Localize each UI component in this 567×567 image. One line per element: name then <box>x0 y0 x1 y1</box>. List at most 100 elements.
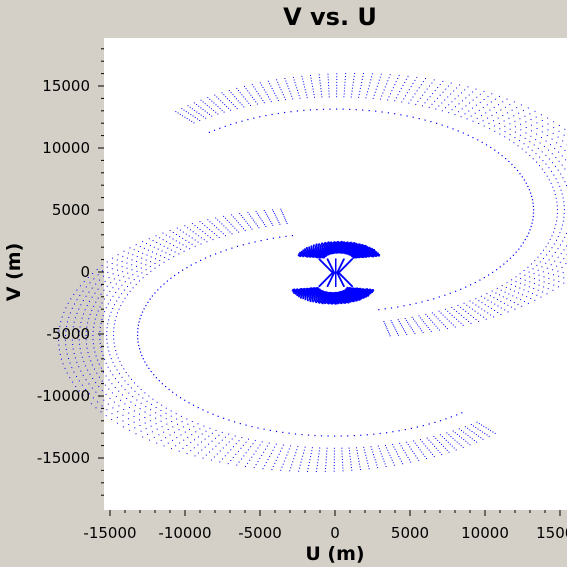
data-point <box>287 85 289 87</box>
data-point <box>332 252 334 254</box>
data-point <box>113 334 114 336</box>
data-point <box>98 363 100 365</box>
data-point <box>305 91 307 93</box>
data-point <box>509 257 511 259</box>
data-point <box>552 289 554 291</box>
data-point <box>108 319 110 321</box>
data-point <box>163 245 165 247</box>
data-point <box>340 295 342 298</box>
data-point <box>230 123 232 126</box>
data-point <box>562 220 564 222</box>
data-point <box>476 421 478 423</box>
data-point <box>430 441 432 443</box>
data-point <box>154 292 156 294</box>
data-point <box>483 277 485 279</box>
data-point <box>281 91 283 93</box>
data-point <box>532 268 534 270</box>
data-point <box>278 222 280 223</box>
data-point <box>209 98 211 100</box>
data-point <box>290 467 292 469</box>
data-point <box>344 244 346 247</box>
data-point <box>470 314 472 316</box>
data-point <box>557 286 559 288</box>
data-point <box>371 251 374 254</box>
data-point <box>300 254 303 257</box>
data-point <box>493 125 495 127</box>
data-point <box>282 214 284 215</box>
data-point <box>548 277 550 279</box>
data-point <box>206 227 208 229</box>
data-point <box>232 457 234 458</box>
data-point <box>340 435 342 437</box>
data-point <box>89 282 91 284</box>
data-point <box>397 334 399 336</box>
data-point <box>348 447 350 449</box>
data-point <box>551 138 553 140</box>
data-point <box>400 324 402 326</box>
data-point <box>101 302 103 304</box>
data-point <box>182 115 184 117</box>
data-point <box>558 125 560 126</box>
data-point <box>219 450 221 452</box>
data-point <box>527 107 529 109</box>
data-point <box>84 309 86 311</box>
data-point <box>107 403 109 405</box>
data-point <box>343 242 345 245</box>
data-point <box>196 111 198 113</box>
data-point <box>312 255 315 257</box>
data-point <box>308 288 311 290</box>
data-point <box>316 465 318 467</box>
data-point <box>413 440 415 442</box>
data-point <box>239 423 241 425</box>
data-point <box>300 289 303 291</box>
data-point <box>345 295 347 298</box>
data-point <box>123 368 125 370</box>
data-point <box>548 149 549 151</box>
data-point <box>398 430 400 432</box>
data-point <box>352 300 355 303</box>
data-point <box>533 273 535 275</box>
data-point <box>434 421 436 423</box>
data-point <box>370 253 373 256</box>
data-point <box>390 457 392 459</box>
data-point <box>204 233 206 235</box>
data-point <box>312 254 314 256</box>
data-point <box>284 111 286 114</box>
data-point <box>197 452 199 454</box>
data-point <box>136 270 138 272</box>
data-point <box>110 299 111 301</box>
data-point <box>251 228 253 230</box>
data-point <box>211 223 213 225</box>
data-point <box>293 288 296 291</box>
data-point <box>108 350 110 352</box>
data-point <box>338 301 340 304</box>
data-point <box>367 252 370 254</box>
data-point <box>193 122 195 124</box>
data-point <box>336 296 339 298</box>
data-point <box>441 322 443 324</box>
data-point <box>161 383 163 385</box>
data-point <box>419 449 421 451</box>
data-point <box>280 469 282 471</box>
data-point <box>86 347 88 349</box>
data-point <box>481 141 483 143</box>
data-point <box>438 310 440 312</box>
data-point <box>343 243 345 246</box>
data-point <box>147 433 149 435</box>
data-point <box>527 291 529 293</box>
data-point <box>364 290 367 293</box>
data-point <box>356 292 358 295</box>
data-point <box>261 454 263 456</box>
data-point <box>490 308 492 309</box>
data-point <box>353 246 356 248</box>
data-point <box>142 397 144 399</box>
data-point <box>350 461 352 463</box>
data-point <box>372 289 374 291</box>
data-point <box>540 296 542 298</box>
data-point <box>312 88 314 90</box>
data-point <box>328 85 330 86</box>
data-point <box>317 256 320 258</box>
data-point <box>390 307 393 309</box>
data-point <box>298 470 300 472</box>
